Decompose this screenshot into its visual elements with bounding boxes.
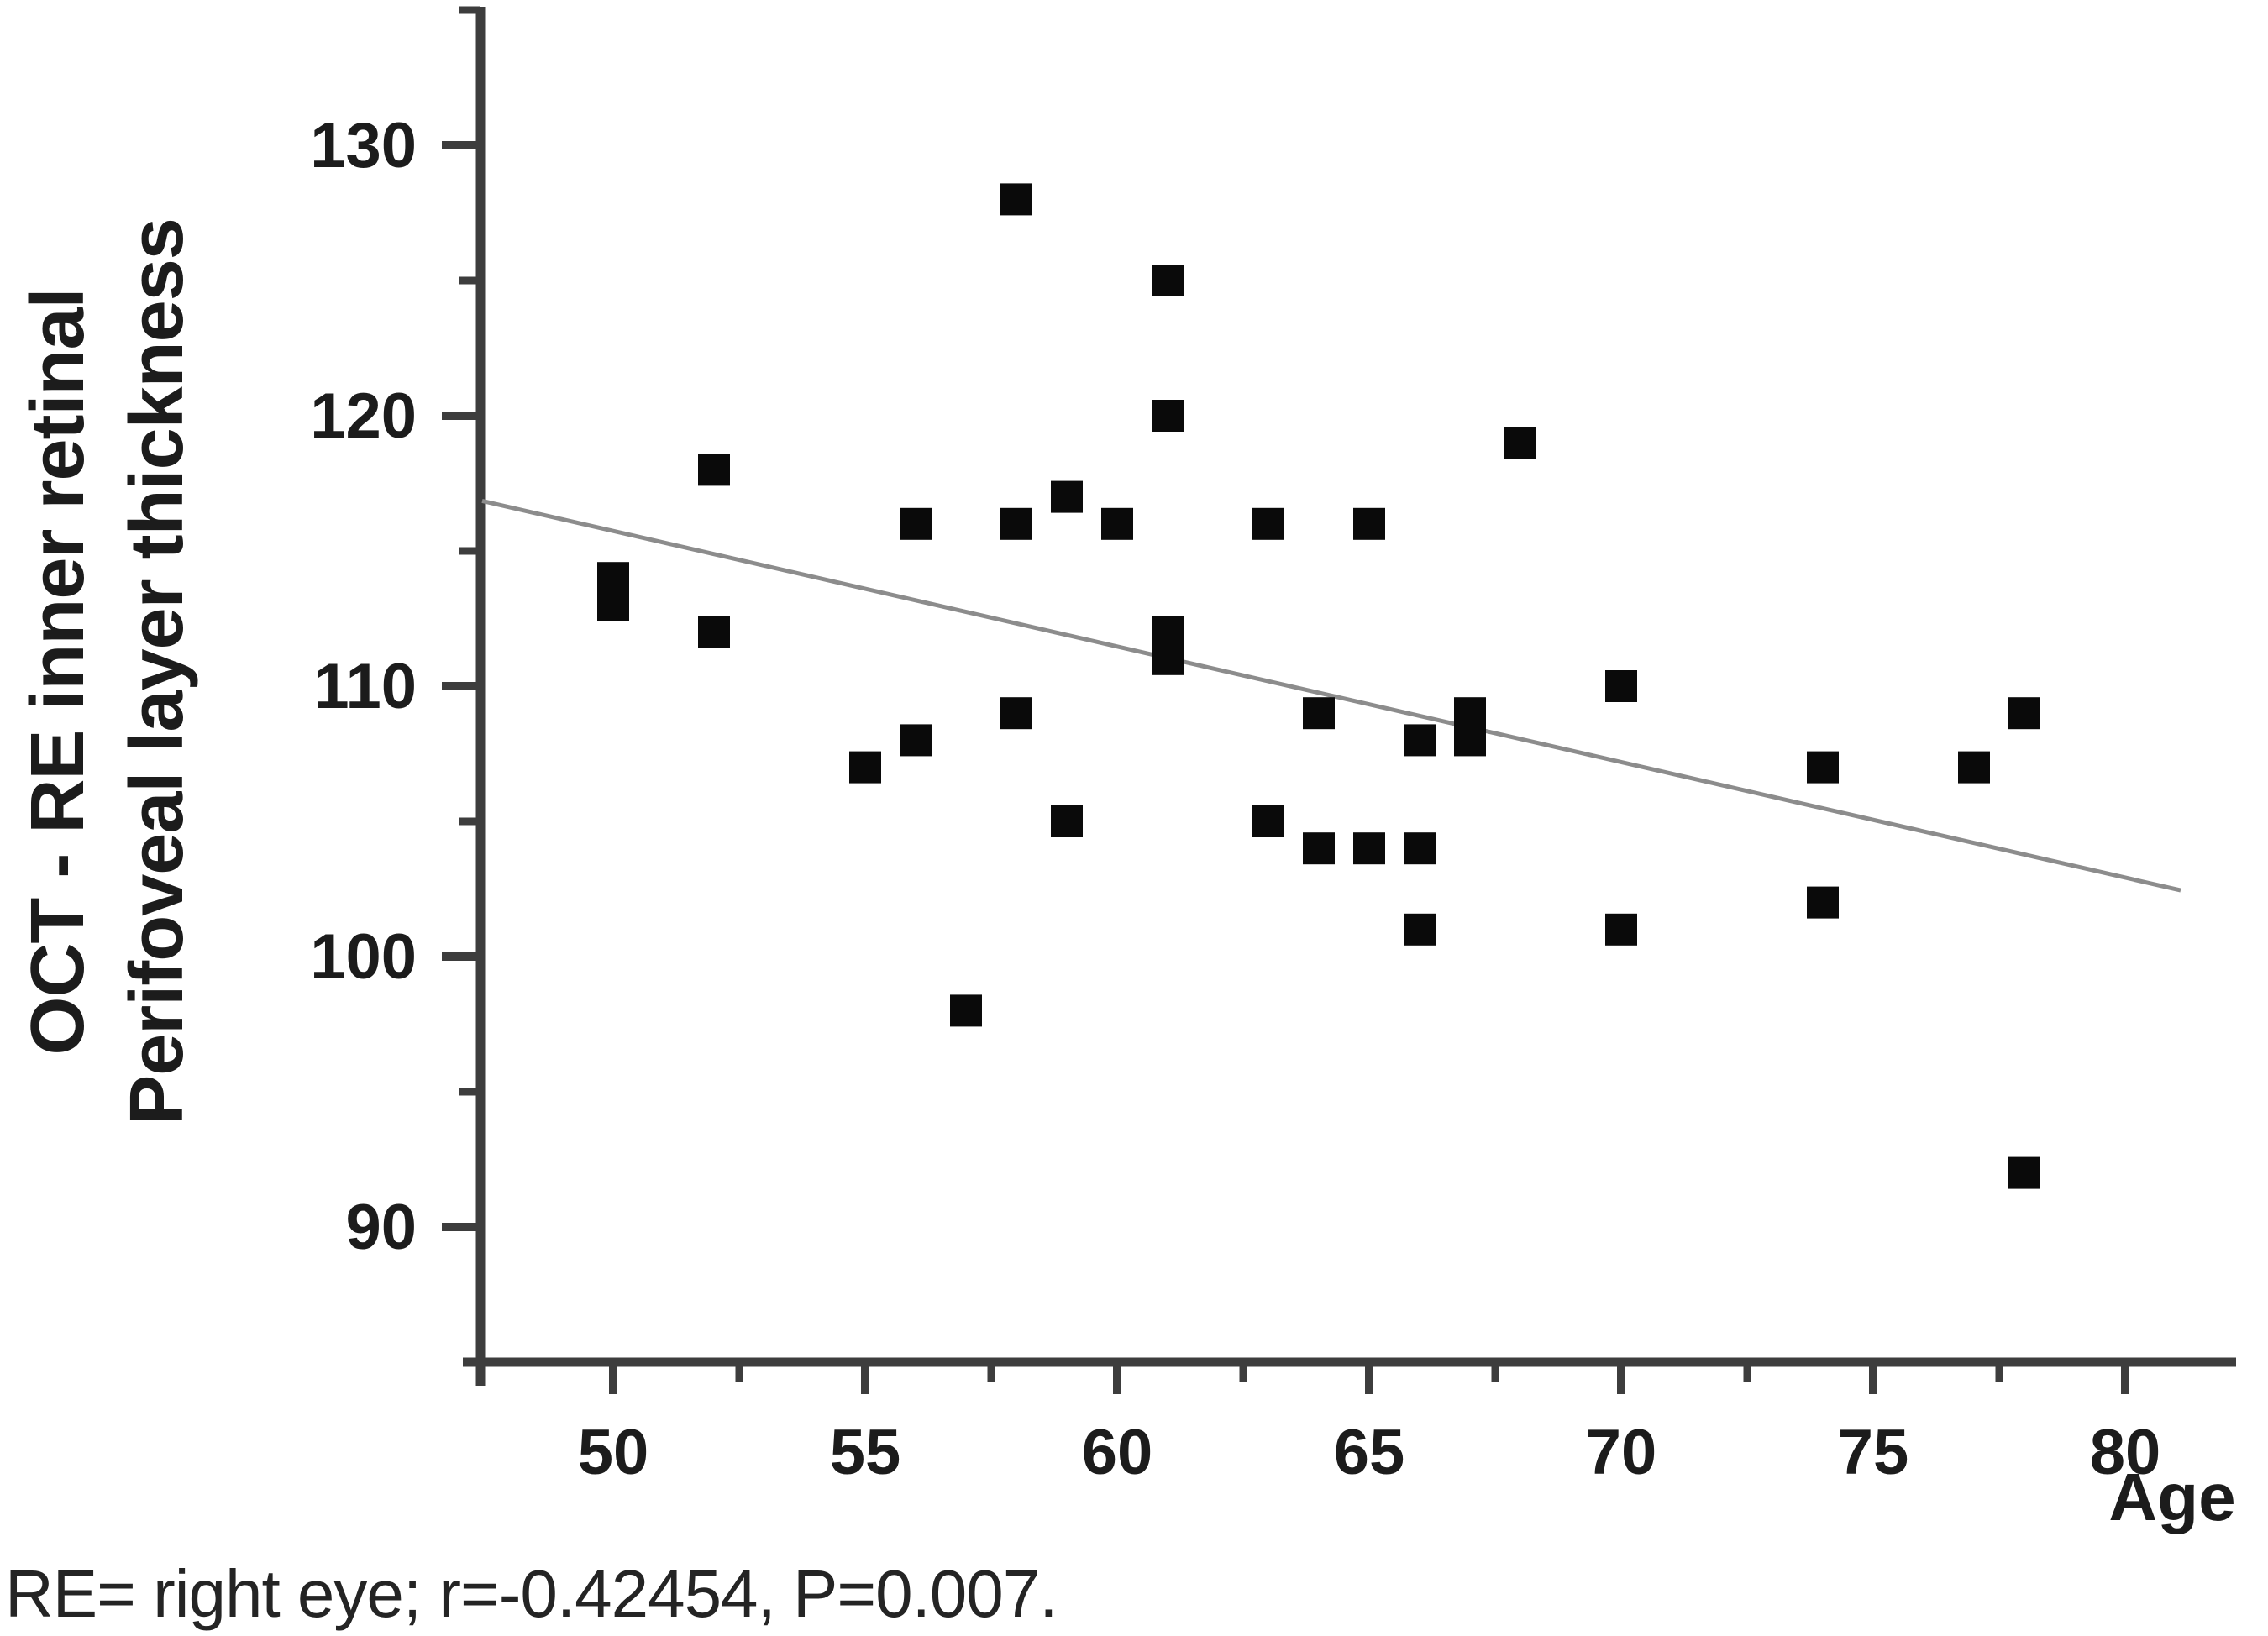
data-point xyxy=(1000,507,1032,540)
data-point xyxy=(1504,427,1536,459)
data-point xyxy=(2008,697,2040,730)
y-axis-title-line1: OCT - RE inner retinal xyxy=(16,288,100,1056)
data-point xyxy=(597,589,629,621)
data-point xyxy=(1404,724,1436,757)
data-point xyxy=(1807,886,1839,919)
data-point xyxy=(1303,832,1335,865)
data-point xyxy=(1404,832,1436,865)
y-tick-label: 90 xyxy=(345,1192,417,1263)
footnote: RE= right eye; r=-0.42454, P=0.007. xyxy=(5,1556,1058,1631)
y-tick-label: 130 xyxy=(310,110,417,181)
data-point xyxy=(1152,642,1184,675)
y-tick-label: 110 xyxy=(313,651,417,722)
x-axis-label: Age xyxy=(2108,1460,2235,1534)
data-point xyxy=(900,724,932,757)
data-point xyxy=(1101,507,1133,540)
x-tick-label: 80 xyxy=(2090,1417,2161,1488)
data-point xyxy=(1454,697,1486,730)
data-point xyxy=(1605,913,1637,946)
data-point xyxy=(597,562,629,595)
data-point xyxy=(849,751,881,784)
data-point xyxy=(2008,1156,2040,1189)
y-tick-label: 100 xyxy=(310,921,417,993)
data-point xyxy=(1000,183,1032,216)
x-tick-label: 65 xyxy=(1334,1417,1405,1488)
data-point xyxy=(1252,507,1284,540)
data-point xyxy=(1353,832,1385,865)
data-point xyxy=(698,616,730,648)
data-point xyxy=(698,454,730,486)
data-point xyxy=(950,994,982,1027)
y-axis-title-line2: Perifoveal layer thickness xyxy=(115,218,199,1125)
x-tick-label: 55 xyxy=(830,1417,901,1488)
data-point xyxy=(1605,670,1637,702)
x-tick-label: 75 xyxy=(1838,1417,1909,1488)
data-point xyxy=(1000,697,1032,730)
data-point xyxy=(1152,616,1184,648)
data-point xyxy=(900,507,932,540)
data-point xyxy=(1051,805,1083,837)
x-tick-label: 70 xyxy=(1586,1417,1657,1488)
data-point xyxy=(1454,724,1486,757)
y-tick-label: 120 xyxy=(310,380,417,452)
data-point xyxy=(1807,751,1839,784)
data-point xyxy=(1051,480,1083,513)
x-tick-label: 50 xyxy=(578,1417,649,1488)
data-point xyxy=(1404,913,1436,946)
data-point xyxy=(1353,507,1385,540)
data-point xyxy=(1152,400,1184,432)
y-axis-title: OCT - RE inner retinal Perifoveal layer … xyxy=(8,0,210,1361)
data-point xyxy=(1252,805,1284,837)
data-point xyxy=(1303,697,1335,730)
trend-line xyxy=(481,498,2181,893)
data-point xyxy=(1152,265,1184,296)
data-point xyxy=(1958,751,1990,784)
x-tick-label: 60 xyxy=(1082,1417,1153,1488)
